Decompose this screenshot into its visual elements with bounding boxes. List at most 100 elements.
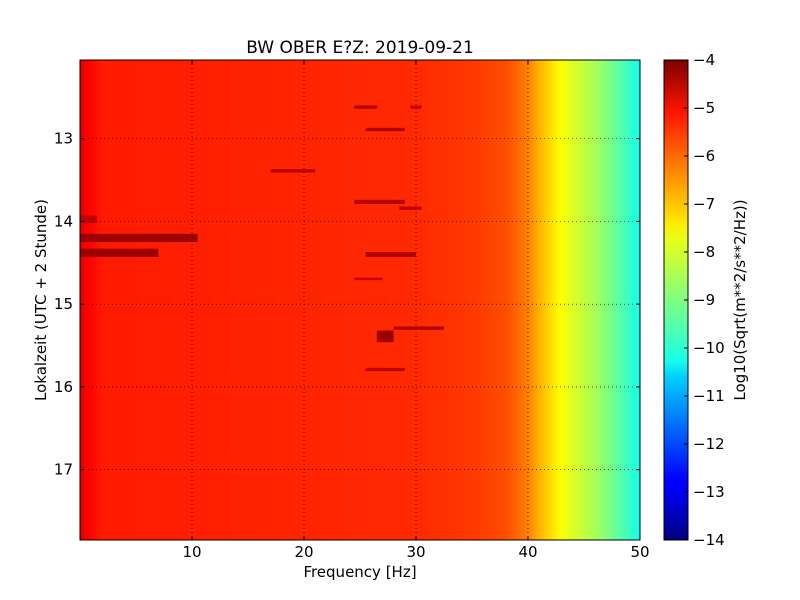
heatmap-column <box>114 60 117 540</box>
heatmap-column <box>232 60 235 540</box>
heatmap-column <box>432 60 435 540</box>
heatmap-column <box>400 60 403 540</box>
heatmap-column <box>498 60 501 540</box>
heatmap-column <box>238 60 241 540</box>
heatmap-column <box>420 60 423 540</box>
heatmap-column <box>320 60 323 540</box>
heatmap-column <box>458 60 461 540</box>
heatmap-column <box>292 60 295 540</box>
heatmap-column <box>594 60 597 540</box>
heatmap-column <box>274 60 277 540</box>
heatmap-column <box>598 60 601 540</box>
heatmap-column <box>242 60 245 540</box>
heatmap-column <box>108 60 111 540</box>
heatmap-column <box>322 60 325 540</box>
heatmap-column <box>558 60 561 540</box>
heatmap-column <box>582 60 585 540</box>
colorbar-tick-label: −8 <box>693 243 715 261</box>
x-tick-label: 50 <box>630 543 649 561</box>
heatmap-column <box>210 60 213 540</box>
heatmap-column <box>436 60 439 540</box>
heatmap-column <box>572 60 575 540</box>
heatmap-column <box>188 60 191 540</box>
heatmap-column <box>310 60 313 540</box>
heatmap-column <box>566 60 569 540</box>
colorbar-axis: −4 −5 −6 −7 −8 −9 −10 −11 −12 −13 −14 <box>684 51 725 549</box>
heatmap-column <box>314 60 317 540</box>
heatmap-column <box>136 60 139 540</box>
heatmap-column <box>366 60 369 540</box>
heatmap-column <box>494 60 497 540</box>
heatmap-column <box>350 60 353 540</box>
y-tick-label: 14 <box>54 212 73 230</box>
heatmap-column <box>482 60 485 540</box>
heatmap-column <box>106 60 109 540</box>
colorbar-tick-label: −9 <box>693 291 715 309</box>
heatmap-column <box>464 60 467 540</box>
heatmap-column <box>148 60 151 540</box>
heatmap-column <box>556 60 559 540</box>
heatmap-column <box>620 60 623 540</box>
heatmap-column <box>278 60 281 540</box>
heatmap-column <box>218 60 221 540</box>
heatmap-column <box>508 60 511 540</box>
heatmap-column <box>402 60 405 540</box>
heatmap-column <box>614 60 617 540</box>
heatmap-column <box>178 60 181 540</box>
heatmap-column <box>632 60 635 540</box>
heatmap-column <box>170 60 173 540</box>
heatmap-column <box>92 60 95 540</box>
heatmap-column <box>638 60 640 540</box>
heatmap-column <box>328 60 331 540</box>
heatmap-column <box>144 60 147 540</box>
heatmap-column <box>628 60 631 540</box>
heatmap-column <box>334 60 337 540</box>
heatmap-column <box>510 60 513 540</box>
heatmap-column <box>382 60 385 540</box>
heatmap-column <box>164 60 167 540</box>
grid-lines <box>80 60 640 540</box>
heatmap-column <box>564 60 567 540</box>
heatmap-column <box>592 60 595 540</box>
heatmap-column <box>612 60 615 540</box>
chart-title: BW OBER E?Z: 2019-09-21 <box>246 38 474 58</box>
heatmap-column <box>604 60 607 540</box>
heatmap-column <box>184 60 187 540</box>
heatmap-column <box>550 60 553 540</box>
heatmap-column <box>530 60 533 540</box>
heatmap-column <box>548 60 551 540</box>
heatmap-column <box>608 60 611 540</box>
heatmap-column <box>258 60 261 540</box>
heatmap-column <box>312 60 315 540</box>
heatmap-column <box>526 60 529 540</box>
x-tick-label: 40 <box>518 543 537 561</box>
heatmap-column <box>194 60 197 540</box>
heatmap-column <box>166 60 169 540</box>
heatmap-column <box>600 60 603 540</box>
heatmap-column <box>356 60 359 540</box>
heatmap-column <box>606 60 609 540</box>
heatmap-column <box>298 60 301 540</box>
heatmap-column <box>172 60 175 540</box>
heatmap-column <box>484 60 487 540</box>
heatmap-column <box>120 60 123 540</box>
heatmap-column <box>410 60 413 540</box>
heatmap-column <box>476 60 479 540</box>
x-tick-label: 10 <box>182 543 201 561</box>
heatmap-column <box>286 60 289 540</box>
heatmap-column <box>102 60 105 540</box>
heatmap-column <box>302 60 305 540</box>
colorbar-label: Log10(Sqrt(m**2/s**2/Hz)) <box>731 199 749 400</box>
heatmap-column <box>158 60 161 540</box>
heatmap-column <box>554 60 557 540</box>
heatmap-column <box>534 60 537 540</box>
heatmap-column <box>518 60 521 540</box>
heatmap-column <box>570 60 573 540</box>
heatmap-column <box>306 60 309 540</box>
heatmap-column <box>516 60 519 540</box>
heatmap-column <box>454 60 457 540</box>
heatmap-column <box>284 60 287 540</box>
heatmap-column <box>546 60 549 540</box>
heatmap-column <box>364 60 367 540</box>
